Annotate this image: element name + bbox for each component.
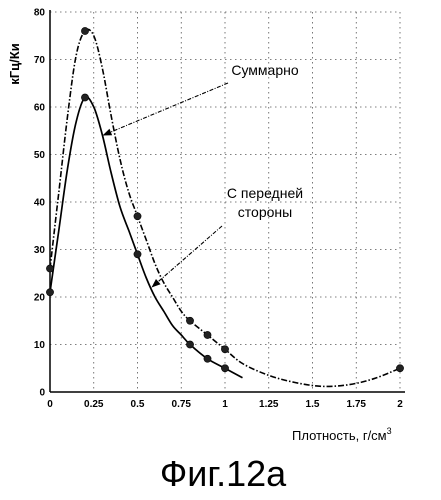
annotation-1: Суммарно (103, 62, 299, 136)
annotation-2: С переднейстороны (152, 185, 304, 288)
y-tick-label: 60 (34, 103, 46, 114)
x-tick-label: 1 (222, 399, 228, 410)
x-tick-label: 0 (47, 399, 53, 410)
data-point (46, 265, 53, 272)
data-point (46, 289, 53, 296)
annotation-arrowhead (103, 129, 113, 136)
y-tick-label: 50 (34, 150, 46, 161)
figure-caption: Фиг.12а (160, 453, 287, 494)
y-tick-label: 0 (39, 388, 45, 399)
series-line-2 (50, 97, 243, 378)
y-tick-label: 70 (34, 55, 46, 66)
y-tick-label: 20 (34, 293, 46, 304)
data-point (186, 341, 193, 348)
axes (50, 10, 405, 392)
data-points (46, 27, 403, 371)
data-point (204, 355, 211, 362)
x-axis-label: Плотность, г/см3 (292, 426, 392, 443)
annotation-text: Суммарно (231, 62, 299, 78)
data-point (186, 317, 193, 324)
data-point (134, 213, 141, 220)
x-tick-label: 0.75 (172, 399, 192, 410)
annotation-arrow-line (103, 83, 229, 136)
data-point (221, 346, 228, 353)
x-axis-label-sup: 3 (387, 426, 392, 436)
annotations: Суммарно С переднейстороны (103, 62, 304, 288)
data-point (81, 94, 88, 101)
y-tick-label: 40 (34, 198, 46, 209)
y-axis-label: кГц/Ки (7, 43, 22, 84)
data-point (396, 365, 403, 372)
data-point (81, 27, 88, 34)
x-tick-label: 1.75 (347, 399, 367, 410)
x-tick-label: 0.25 (84, 399, 104, 410)
data-point (221, 365, 228, 372)
x-tick-label: 1.5 (306, 399, 320, 410)
annotation-text: С переднейстороны (227, 185, 303, 220)
data-point (134, 251, 141, 258)
y-tick-label: 80 (34, 8, 46, 19)
tick-labels: 00.250.50.7511.251.51.752010203040506070… (34, 8, 403, 411)
x-tick-label: 0.5 (131, 399, 145, 410)
x-axis-label-text: Плотность, г/см (292, 428, 387, 443)
x-tick-label: 1.25 (259, 399, 279, 410)
y-tick-label: 10 (34, 340, 46, 351)
data-point (204, 331, 211, 338)
y-tick-label: 30 (34, 245, 46, 256)
annotation-arrow-line (152, 226, 223, 288)
x-tick-label: 2 (397, 399, 403, 410)
